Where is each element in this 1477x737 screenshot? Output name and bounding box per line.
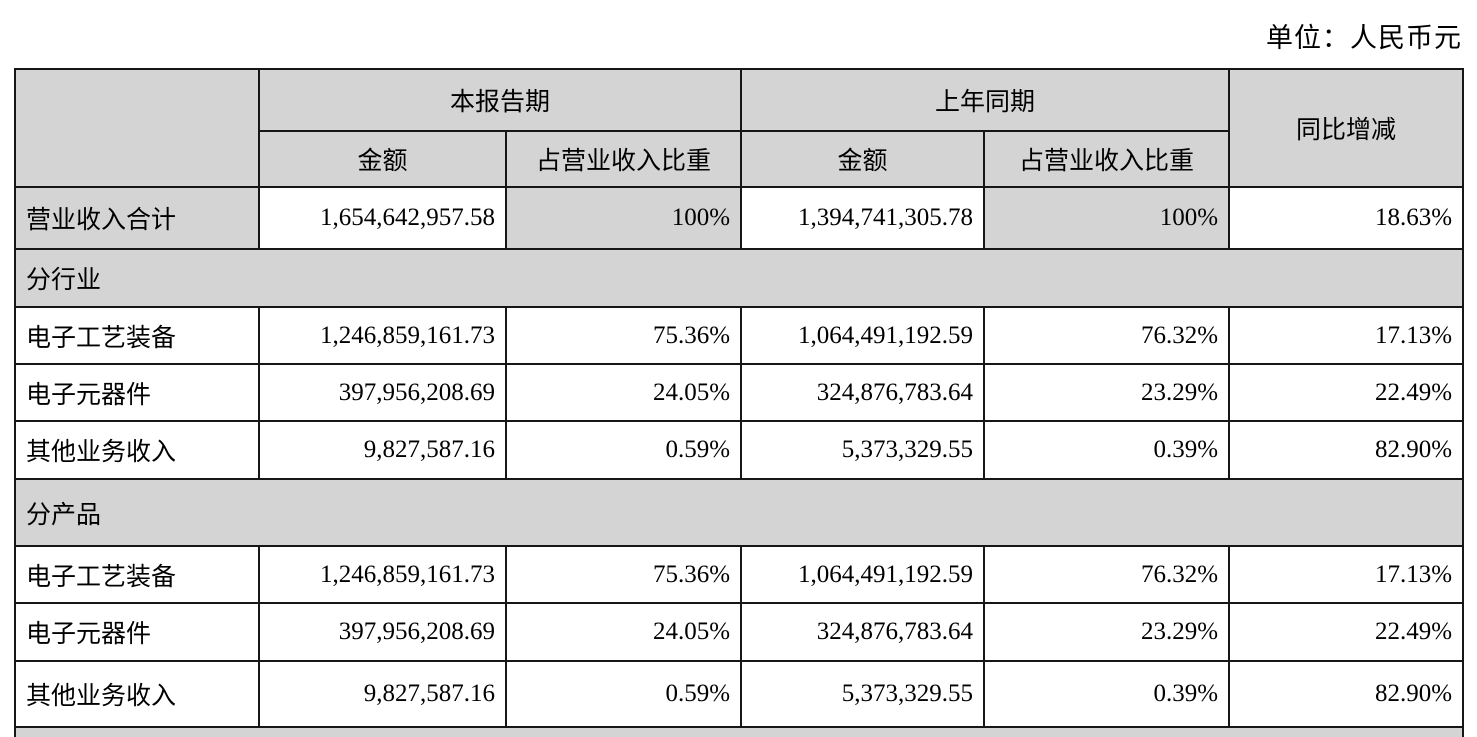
current-pct-cell: 75.36%: [504, 306, 743, 365]
header-row-1: 本报告期 上年同期 同比增减: [14, 68, 1465, 188]
yoy-cell: 82.90%: [1228, 420, 1465, 480]
section-row-by-product: 分产品: [13, 478, 1465, 547]
current-pct-cell: 100%: [504, 186, 743, 250]
current-pct-cell: 0.59%: [504, 660, 743, 728]
current-pct-cell: 24.05%: [504, 602, 743, 662]
col-header-prior-period: 上年同期: [740, 68, 1231, 132]
table-row-total-revenue: 营业收入合计 1,654,642,957.58 100% 1,394,741,3…: [14, 186, 1465, 250]
row-label: 营业收入合计: [14, 186, 260, 250]
row-label: 电子工艺装备: [14, 306, 260, 365]
current-amount-cell: 397,956,208.69: [258, 602, 507, 662]
yoy-cell: 82.90%: [1228, 660, 1465, 728]
prior-pct-cell: 76.32%: [983, 545, 1231, 604]
section-label: 分产品: [13, 478, 1465, 547]
current-pct-cell: 24.05%: [504, 363, 743, 422]
current-amount-cell: 397,956,208.69: [258, 363, 507, 422]
row-label: 其他业务收入: [14, 420, 260, 480]
table-row: 电子工艺装备 1,246,859,161.73 75.36% 1,064,491…: [14, 306, 1465, 365]
prior-pct-cell: 23.29%: [983, 363, 1231, 422]
yoy-cell: 17.13%: [1228, 306, 1465, 365]
col-header-pct-current: 占营业收入比重: [504, 130, 743, 188]
section-row-partial: [13, 726, 1465, 737]
current-amount-cell: 9,827,587.16: [258, 420, 507, 480]
yoy-cell: 22.49%: [1228, 363, 1465, 422]
col-header-pct-prior: 占营业收入比重: [983, 130, 1231, 188]
revenue-breakdown-table: 本报告期 上年同期 同比增减 金额 占营业收入比重 金额 占营业收入比重 营业收…: [13, 68, 1465, 737]
current-pct-cell: 75.36%: [504, 545, 743, 604]
unit-label: 单位：人民币元: [1266, 23, 1462, 53]
table-row: 其他业务收入 9,827,587.16 0.59% 5,373,329.55 0…: [14, 660, 1465, 728]
table-row: 电子工艺装备 1,246,859,161.73 75.36% 1,064,491…: [14, 545, 1465, 604]
prior-pct-cell: 0.39%: [983, 420, 1231, 480]
section-row-by-industry: 分行业: [13, 248, 1465, 308]
current-pct-cell: 0.59%: [504, 420, 743, 480]
col-header-amount-current: 金额: [258, 130, 507, 188]
row-label: 电子元器件: [14, 363, 260, 422]
yoy-cell: 18.63%: [1228, 186, 1465, 250]
col-header-amount-prior: 金额: [740, 130, 986, 188]
prior-pct-cell: 0.39%: [983, 660, 1231, 728]
prior-amount-cell: 5,373,329.55: [740, 660, 986, 728]
current-amount-cell: 1,246,859,161.73: [258, 306, 507, 365]
prior-amount-cell: 5,373,329.55: [740, 420, 986, 480]
row-label: 其他业务收入: [14, 660, 260, 728]
prior-pct-cell: 100%: [983, 186, 1231, 250]
prior-amount-cell: 1,064,491,192.59: [740, 306, 986, 365]
row-label: 电子工艺装备: [14, 545, 260, 604]
row-label: 电子元器件: [14, 602, 260, 662]
current-amount-cell: 1,654,642,957.58: [258, 186, 507, 250]
current-amount-cell: 9,827,587.16: [258, 660, 507, 728]
prior-pct-cell: 23.29%: [983, 602, 1231, 662]
header-row-2: 金额 占营业收入比重 金额 占营业收入比重: [15, 130, 1463, 188]
prior-amount-cell: 1,394,741,305.78: [740, 186, 986, 250]
prior-pct-cell: 76.32%: [983, 306, 1231, 365]
col-header-yoy-change: 同比增减: [1228, 68, 1465, 188]
table-row: 其他业务收入 9,827,587.16 0.59% 5,373,329.55 0…: [14, 420, 1465, 480]
yoy-cell: 17.13%: [1228, 545, 1465, 604]
col-header-current-period: 本报告期: [257, 68, 743, 132]
section-row-partial-cell: [13, 726, 1465, 737]
prior-amount-cell: 324,876,783.64: [740, 602, 986, 662]
current-amount-cell: 1,246,859,161.73: [258, 545, 507, 604]
prior-amount-cell: 1,064,491,192.59: [740, 545, 986, 604]
section-label: 分行业: [13, 248, 1465, 308]
corner-cell: [14, 68, 260, 188]
table-row: 电子元器件 397,956,208.69 24.05% 324,876,783.…: [14, 602, 1465, 662]
table-row: 电子元器件 397,956,208.69 24.05% 324,876,783.…: [14, 363, 1465, 422]
prior-amount-cell: 324,876,783.64: [740, 363, 986, 422]
yoy-cell: 22.49%: [1228, 602, 1465, 662]
